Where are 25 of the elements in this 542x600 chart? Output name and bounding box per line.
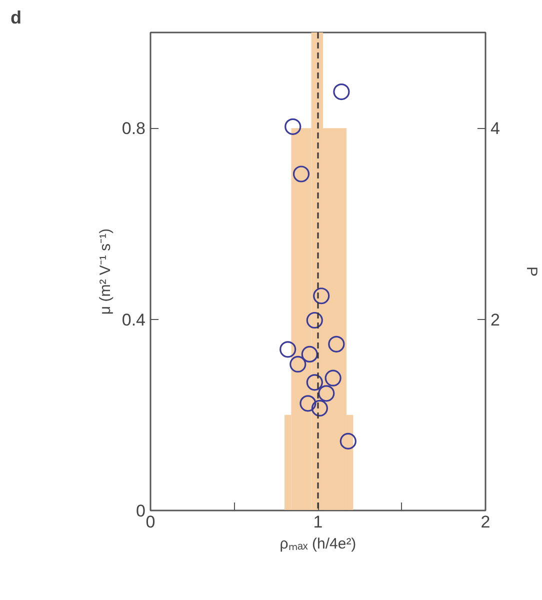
point (301, 346, 318, 362)
point (324, 370, 342, 386)
y-tick-label: 0.4 (122, 310, 146, 330)
point (318, 385, 335, 402)
y2-tick-label: 2 (490, 310, 500, 330)
point (311, 400, 328, 416)
point (328, 336, 345, 352)
y2-tick-label: 4 (490, 119, 500, 138)
point (290, 356, 306, 373)
point (333, 83, 350, 100)
text: d (10, 8, 22, 28)
y-axis-title: μ (m² V⁻¹ s⁻¹) (96, 228, 114, 315)
point (284, 118, 302, 135)
point (300, 395, 316, 412)
point (306, 374, 323, 391)
x-tick-label: 2 (480, 512, 490, 532)
x-axis-title: ρₘₐₓ (h/4e²) (280, 536, 356, 552)
point (280, 341, 296, 358)
x-tick-label: 1 (313, 512, 323, 532)
point (340, 432, 356, 450)
point (292, 166, 310, 182)
point (313, 288, 330, 304)
y-tick-label: 0.8 (122, 119, 146, 138)
y2-axis-title: P (522, 266, 540, 277)
point (306, 312, 323, 329)
